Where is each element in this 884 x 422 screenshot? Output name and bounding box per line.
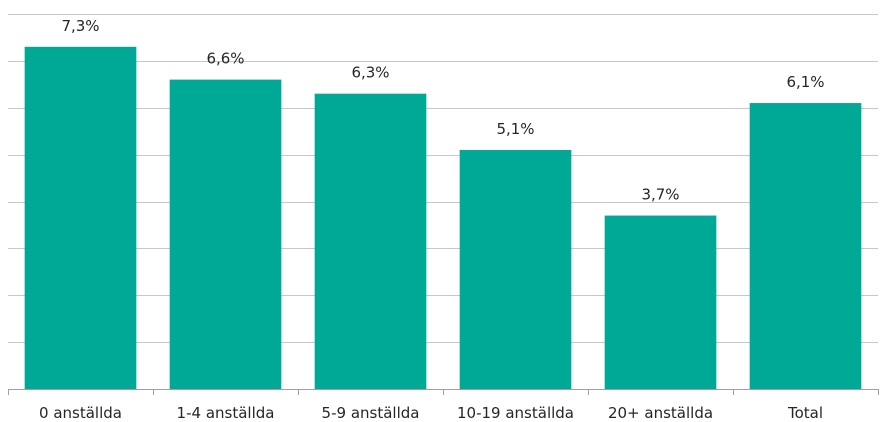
x-tick-label: 0 anställda xyxy=(39,404,122,422)
x-tick-label: 20+ anställda xyxy=(608,404,713,422)
x-tick-label: Total xyxy=(787,404,823,422)
bar xyxy=(604,215,717,389)
data-label: 5,1% xyxy=(496,120,534,138)
bar xyxy=(749,103,862,389)
bar xyxy=(459,149,572,389)
bar xyxy=(24,46,137,389)
x-tick-label: 10-19 anställda xyxy=(457,404,574,422)
x-tick-labels: 0 anställda 1-4 anställda 5-9 anställda 10-… xyxy=(39,404,823,422)
bars xyxy=(24,46,862,389)
data-label: 6,6% xyxy=(206,50,244,68)
data-label: 3,7% xyxy=(641,186,679,204)
data-label: 6,3% xyxy=(351,64,389,82)
gridlines xyxy=(8,14,878,343)
bar xyxy=(169,79,282,389)
data-labels: 7,3% 6,6% 6,3% 5,1% 3,7% 6,1% xyxy=(61,17,824,204)
x-tick-label: 5-9 anställda xyxy=(322,404,420,422)
bar xyxy=(314,93,427,389)
x-axis xyxy=(8,389,879,395)
x-tick-label: 1-4 anställda xyxy=(177,404,275,422)
data-label: 6,1% xyxy=(786,73,824,91)
data-label: 7,3% xyxy=(61,17,99,35)
